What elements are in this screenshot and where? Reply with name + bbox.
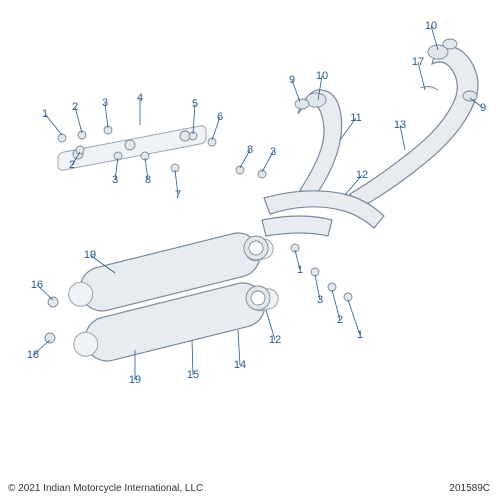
callout-number: 6 bbox=[217, 111, 223, 123]
callout-number: 4 bbox=[137, 92, 143, 104]
callout-number: 3 bbox=[102, 97, 108, 109]
callout-number: 7 bbox=[175, 189, 181, 201]
fastener bbox=[344, 293, 352, 301]
callout-number: 3 bbox=[270, 146, 276, 158]
callout-number: 8 bbox=[247, 144, 253, 156]
fastener bbox=[76, 146, 84, 154]
callout-number: 3 bbox=[317, 294, 323, 306]
callout-number: 5 bbox=[192, 98, 198, 110]
callout-number: 12 bbox=[356, 169, 368, 181]
callout-number: 2 bbox=[69, 159, 75, 171]
callout-number: 14 bbox=[234, 359, 246, 371]
callout-number: 1 bbox=[42, 108, 48, 120]
callout-number: 9 bbox=[480, 102, 486, 114]
callout-number: 2 bbox=[337, 314, 343, 326]
callout-number: 13 bbox=[394, 119, 406, 131]
fastener bbox=[48, 297, 58, 307]
callout-number: 19 bbox=[84, 249, 96, 261]
fastener bbox=[45, 333, 55, 343]
callout-number: 8 bbox=[145, 174, 151, 186]
callout-number: 18 bbox=[27, 349, 39, 361]
callout-number: 1 bbox=[297, 264, 303, 276]
fastener bbox=[58, 134, 66, 142]
drawing-id-text: 201589C bbox=[449, 483, 490, 494]
callout-number: 19 bbox=[129, 374, 141, 386]
callout-number: 2 bbox=[72, 101, 78, 113]
callout-number: 12 bbox=[269, 334, 281, 346]
fastener bbox=[311, 268, 319, 276]
callout-number: 10 bbox=[425, 20, 437, 32]
callout-number: 1 bbox=[357, 329, 363, 341]
fastener bbox=[328, 283, 336, 291]
callout-number: 17 bbox=[412, 56, 424, 68]
callout-number: 15 bbox=[187, 369, 199, 381]
rear-head-pipe bbox=[350, 47, 478, 208]
callout-number: 11 bbox=[350, 112, 361, 124]
callout-number: 3 bbox=[112, 174, 118, 186]
callout-number: 16 bbox=[31, 279, 43, 291]
callout-number: 9 bbox=[289, 74, 295, 86]
callout-number: 10 bbox=[316, 70, 328, 82]
parts-svg bbox=[0, 0, 500, 500]
exploded-view-canvas: 1234568391011121317109387219161819151412… bbox=[0, 0, 500, 500]
copyright-text: © 2021 Indian Motorcycle International, … bbox=[8, 483, 203, 494]
